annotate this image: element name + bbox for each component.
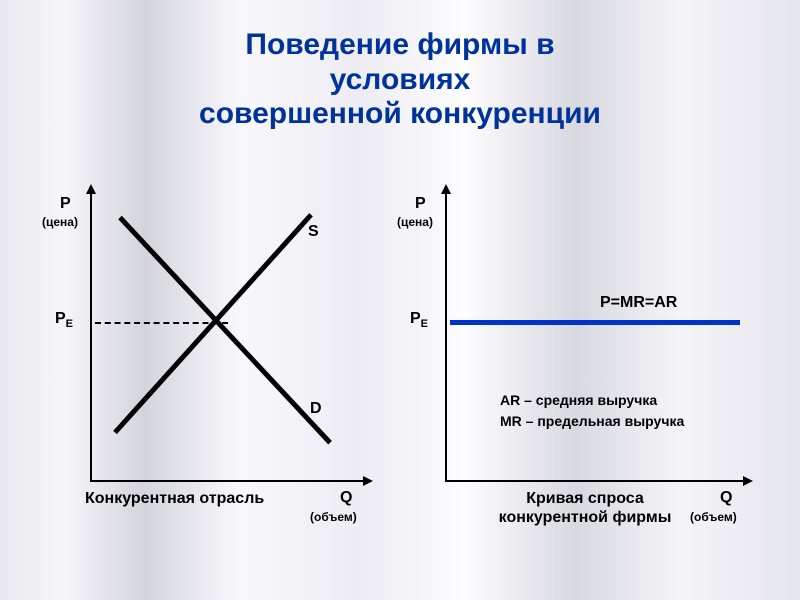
left-caption: Конкурентная отрасль: [85, 489, 320, 508]
left-Q-label: Q: [340, 489, 352, 507]
left-S-label: S: [308, 223, 319, 241]
left-P-sub: (цена): [42, 215, 78, 229]
left-PE-label: PE: [55, 310, 73, 330]
right-P-sub: (цена): [397, 215, 433, 229]
left-Q-sub: (объем): [310, 510, 357, 524]
left-dash: [95, 322, 228, 324]
slide-title: Поведение фирмы вусловияхсовершенной кон…: [0, 28, 800, 132]
left-P-label: P: [60, 195, 71, 213]
legend-AR: AR – средняя выручка: [500, 390, 684, 411]
left-x-axis: [90, 480, 365, 482]
right-Q-label: Q: [720, 489, 732, 507]
right-y-axis: [445, 190, 447, 480]
right-caption: Кривая спросаконкурентной фирмы: [470, 489, 700, 527]
left-x-arrow: [363, 476, 373, 486]
right-demand-line: [450, 320, 740, 325]
right-y-arrow: [441, 184, 451, 194]
left-D-line: [118, 216, 332, 445]
right-x-axis: [445, 480, 745, 482]
right-legend: AR – средняя выручка MR – предельная выр…: [500, 390, 684, 432]
left-y-arrow: [86, 184, 96, 194]
left-y-axis: [90, 190, 92, 480]
right-PE-label: PE: [410, 310, 428, 330]
right-x-arrow: [743, 476, 753, 486]
right-P-label: P: [415, 195, 426, 213]
legend-MR: MR – предельная выручка: [500, 411, 684, 432]
left-D-label: D: [310, 400, 322, 418]
right-line-label: P=MR=AR: [600, 294, 677, 312]
